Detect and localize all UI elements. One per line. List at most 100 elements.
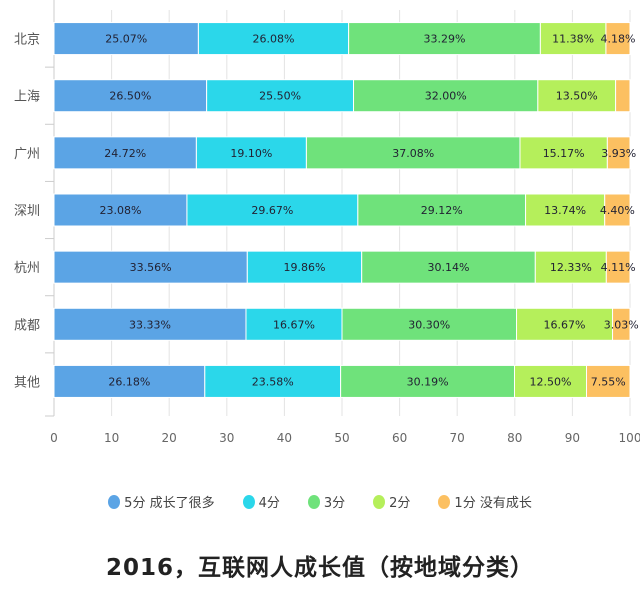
x-tick-label: 40 — [277, 431, 292, 445]
bar-segment — [361, 250, 536, 284]
y-category-label: 北京 — [14, 33, 40, 48]
bar-segment — [605, 250, 631, 284]
bar-segment — [586, 364, 631, 398]
bar-segment — [246, 250, 363, 284]
legend-item-1[interactable]: 1分 没有成长 — [438, 492, 532, 511]
x-tick-label: 20 — [162, 431, 177, 445]
data-label: 25.50% — [259, 90, 301, 103]
bar-segment — [615, 79, 631, 113]
legend-label: 5分 成长了很多 — [124, 496, 215, 511]
data-label: 3.93% — [601, 147, 636, 160]
y-category-label: 其他 — [14, 375, 40, 390]
bar-segment — [341, 307, 518, 341]
legend-swatch — [373, 494, 386, 509]
legend-item-3[interactable]: 3分 — [307, 492, 346, 511]
data-label: 13.74% — [544, 204, 586, 217]
data-label: 25.07% — [105, 33, 147, 46]
data-label: 30.14% — [428, 261, 470, 274]
bar-segment — [539, 22, 607, 56]
bar-segment — [604, 193, 631, 227]
legend-swatch — [242, 494, 255, 509]
data-label: 33.33% — [129, 318, 171, 331]
legend-swatch — [307, 494, 320, 509]
data-label: 37.08% — [392, 147, 434, 160]
bar-segment — [519, 136, 608, 170]
y-category-label: 成都 — [14, 318, 40, 333]
data-label: 26.18% — [108, 375, 150, 388]
legend-item-4[interactable]: 4分 — [242, 492, 280, 511]
legend-item-2[interactable]: 2分 — [373, 492, 410, 511]
stacked-bar-chart: 0 10 20 30 40 50 60 70 80 90 100 北京 25.07% 26.08% 33.2… — [14, 0, 640, 445]
data-label: 7.55% — [591, 375, 626, 388]
bar-segment — [186, 193, 359, 227]
bar-segment — [206, 79, 355, 113]
x-tick-label: 90 — [565, 431, 580, 445]
legend-label: 4分 — [258, 496, 280, 511]
bar-segment — [605, 22, 631, 56]
x-tick-label: 30 — [219, 431, 234, 445]
data-label: 24.72% — [104, 147, 146, 160]
legend-label: 1分 没有成长 — [454, 496, 532, 511]
data-label: 11.38% — [552, 33, 594, 46]
x-tick-label: 50 — [334, 431, 349, 445]
data-label: 19.86% — [284, 261, 326, 274]
data-label: 30.30% — [408, 318, 450, 331]
bar-segment — [612, 307, 631, 341]
bar-segment — [53, 79, 208, 113]
data-label: 26.08% — [253, 33, 295, 46]
data-label: 19.10% — [230, 147, 272, 160]
data-label: 12.50% — [530, 375, 572, 388]
data-label: 33.29% — [424, 33, 466, 46]
data-label: 16.67% — [544, 318, 586, 331]
data-label: 16.67% — [273, 318, 315, 331]
bar-segment — [348, 22, 541, 56]
data-label: 12.33% — [550, 261, 592, 274]
data-label: 3.03% — [604, 318, 639, 331]
legend-label: 3分 — [323, 496, 346, 511]
bar-segment — [53, 193, 188, 227]
data-label: 23.08% — [99, 204, 141, 217]
x-tick-label: 10 — [104, 431, 119, 445]
legend-item-5[interactable]: 5分 成长了很多 — [108, 492, 215, 511]
bar-segment — [537, 79, 617, 113]
bar-segment — [516, 307, 614, 341]
data-label: 29.12% — [421, 204, 463, 217]
legend-swatch — [108, 494, 121, 509]
bar-segment — [53, 307, 247, 341]
x-tick-label: 70 — [450, 431, 465, 445]
bar-segment — [357, 193, 527, 227]
legend: 5分 成长了很多 4分 3分 2分 1分 没有成长 — [0, 492, 640, 511]
data-label: 29.67% — [251, 204, 293, 217]
data-label: 26.50% — [109, 90, 151, 103]
bar-segment — [525, 193, 606, 227]
x-tick-label: 80 — [507, 431, 522, 445]
y-category-label: 上海 — [14, 90, 40, 105]
data-label: 13.50% — [556, 90, 598, 103]
bar-segment — [53, 22, 199, 56]
bar-segment — [305, 136, 521, 170]
data-label: 30.19% — [407, 375, 449, 388]
x-tick-label: 0 — [50, 431, 58, 445]
data-label: 33.56% — [130, 261, 172, 274]
data-label: 4.18% — [600, 33, 635, 46]
legend-label: 2分 — [389, 496, 411, 511]
bar-segment — [514, 364, 588, 398]
bar-segment — [204, 364, 342, 398]
bar-segment — [53, 364, 206, 398]
bar-segment — [195, 136, 307, 170]
y-category-label: 杭州 — [14, 261, 40, 276]
x-tick-label: 100 — [619, 431, 640, 445]
bar-segment — [53, 136, 197, 170]
data-label: 4.40% — [600, 204, 635, 217]
bar-segment — [245, 307, 343, 341]
bar-segment — [606, 136, 631, 170]
data-label: 32.00% — [425, 90, 467, 103]
data-label: 4.11% — [601, 261, 636, 274]
y-category-label: 广州 — [14, 147, 40, 162]
y-category-label: 深圳 — [14, 204, 40, 219]
x-tick-label: 60 — [392, 431, 407, 445]
bar-segment — [197, 22, 350, 56]
bar-segment — [340, 364, 516, 398]
legend-swatch — [438, 494, 451, 509]
data-label: 23.58% — [252, 375, 294, 388]
